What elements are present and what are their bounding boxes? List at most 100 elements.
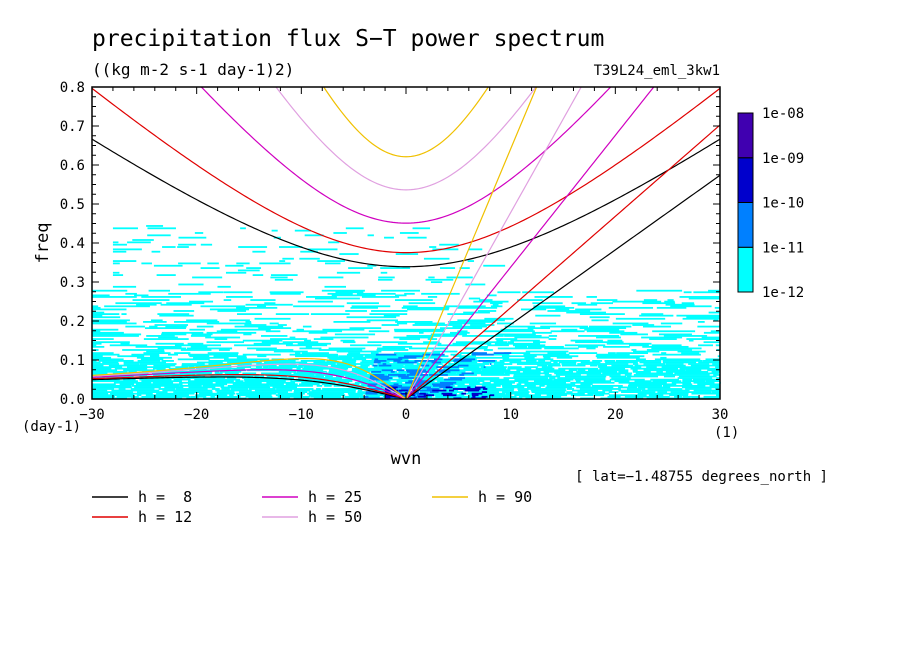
heat-cell <box>334 333 376 336</box>
heat-cell <box>682 383 693 386</box>
heat-cell <box>519 395 562 398</box>
heat-cell <box>632 324 655 326</box>
heat-cell <box>110 392 153 395</box>
heat-cell <box>348 352 361 354</box>
heat-cell <box>293 305 345 308</box>
heat-cell <box>538 360 546 362</box>
heat-cell <box>641 313 664 315</box>
heat-cell <box>544 347 579 350</box>
heat-cell <box>479 345 488 348</box>
heat-cell <box>236 306 278 309</box>
heat-cell <box>108 364 148 367</box>
x-tick-label: −20 <box>184 407 209 423</box>
heat-cell <box>586 347 596 350</box>
heat-cell <box>161 360 174 362</box>
heat-cell <box>539 384 545 387</box>
heat-cell <box>427 296 438 298</box>
heat-cell <box>114 367 148 370</box>
heat-cell <box>290 380 312 383</box>
heat-cell <box>198 291 224 294</box>
heat-cell <box>245 303 293 306</box>
heat-cell <box>115 302 162 305</box>
heat-cell <box>596 353 630 356</box>
heat-cell <box>517 388 566 390</box>
heat-cell <box>420 377 444 379</box>
heat-cell <box>577 369 586 372</box>
heat-cell <box>111 389 160 392</box>
heat-cell <box>181 364 232 367</box>
heat-cell <box>167 353 179 356</box>
heat-cell <box>380 378 413 381</box>
heat-cell <box>259 262 291 265</box>
heat-cell <box>494 342 541 345</box>
heat-cell <box>578 345 598 348</box>
heat-cell <box>179 381 213 384</box>
heat-cell <box>336 363 374 365</box>
heat-cell <box>657 391 668 393</box>
heat-cell <box>416 363 443 365</box>
heat-cell <box>445 386 453 389</box>
heat-cell <box>92 388 115 390</box>
heat-cell <box>512 344 546 347</box>
colorbar: 1e-12 1e-11 1e-10 1e-09 1e-08 <box>737 106 804 301</box>
heat-cell <box>556 356 573 359</box>
heat-cell <box>190 345 208 348</box>
heat-cell <box>141 262 152 265</box>
heat-cell <box>92 342 102 345</box>
heat-cell <box>449 389 454 392</box>
heat-cell <box>353 386 364 389</box>
legend: h = 8 h = 12 h = 25 h = 50 h = 90 <box>92 488 532 526</box>
heat-cell <box>457 384 477 387</box>
heat-cell <box>346 316 397 319</box>
heat-cell <box>468 248 483 251</box>
heat-cell <box>384 236 394 239</box>
legend-label: h = 8 <box>138 488 192 506</box>
heat-cell <box>589 316 610 319</box>
heat-cell <box>266 375 287 378</box>
heat-cell <box>361 383 395 386</box>
heat-cell <box>662 361 697 364</box>
heat-cell <box>223 291 253 294</box>
heat-cell <box>178 283 204 286</box>
heat-cell <box>396 322 408 325</box>
heat-cell <box>369 313 408 315</box>
heat-cell <box>463 367 507 370</box>
heat-cell <box>92 331 124 334</box>
heat-cell <box>482 395 517 398</box>
heat-cell <box>361 296 400 298</box>
heat-cell <box>705 358 720 361</box>
heat-cell <box>514 345 528 348</box>
heat-cell <box>703 395 720 398</box>
heat-cell <box>642 302 676 305</box>
heat-cell <box>448 366 480 369</box>
heat-cell <box>191 333 213 336</box>
heat-cell <box>316 388 321 390</box>
heat-cell <box>714 306 720 309</box>
heat-cell <box>92 364 104 367</box>
heat-cell <box>160 303 192 306</box>
heat-cell <box>237 313 262 315</box>
heat-cell <box>380 271 388 274</box>
heat-cell <box>497 322 514 325</box>
heat-cell <box>524 383 576 386</box>
heat-cell <box>92 389 108 392</box>
heat-cell <box>401 388 417 390</box>
heat-cell <box>380 267 411 269</box>
heat-cell <box>394 328 445 331</box>
heat-cell <box>709 384 720 387</box>
heat-cell <box>599 367 626 370</box>
heat-cell <box>112 274 124 276</box>
heat-cell <box>92 338 114 340</box>
heat-cell <box>448 381 480 384</box>
heat-cell <box>495 338 518 340</box>
heat-cell <box>670 391 712 393</box>
heat-cell <box>224 372 239 375</box>
heat-cell <box>254 375 265 378</box>
heat-cell <box>676 314 720 317</box>
heat-cell <box>268 366 303 369</box>
dispersion-curve <box>275 87 537 191</box>
heat-cell <box>577 363 629 365</box>
heat-cell <box>371 370 382 373</box>
heat-cell <box>473 300 509 303</box>
heat-cell <box>131 384 180 387</box>
